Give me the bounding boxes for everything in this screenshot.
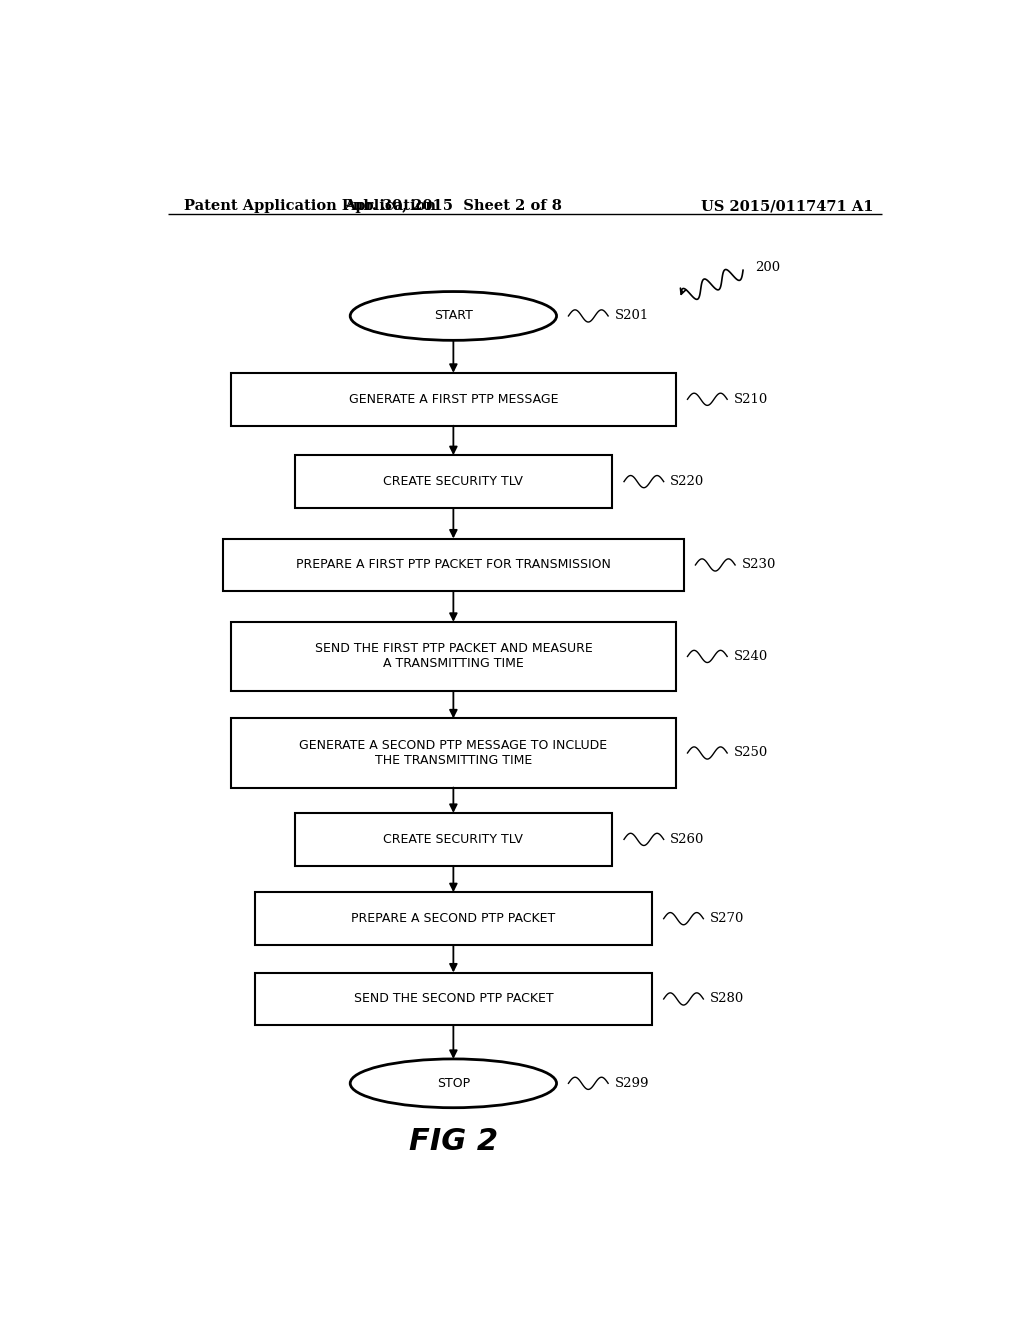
Text: S270: S270 [710,912,744,925]
Text: CREATE SECURITY TLV: CREATE SECURITY TLV [383,833,523,846]
Text: SEND THE FIRST PTP PACKET AND MEASURE
A TRANSMITTING TIME: SEND THE FIRST PTP PACKET AND MEASURE A … [314,643,592,671]
FancyBboxPatch shape [231,718,676,788]
Text: S280: S280 [710,993,744,1006]
FancyBboxPatch shape [255,892,651,945]
Text: GENERATE A SECOND PTP MESSAGE TO INCLUDE
THE TRANSMITTING TIME: GENERATE A SECOND PTP MESSAGE TO INCLUDE… [299,739,607,767]
FancyBboxPatch shape [295,813,612,866]
Text: 200: 200 [755,260,780,273]
Text: PREPARE A FIRST PTP PACKET FOR TRANSMISSION: PREPARE A FIRST PTP PACKET FOR TRANSMISS… [296,558,610,572]
Text: FIG 2: FIG 2 [409,1127,498,1156]
Text: SEND THE SECOND PTP PACKET: SEND THE SECOND PTP PACKET [353,993,553,1006]
Text: CREATE SECURITY TLV: CREATE SECURITY TLV [383,475,523,488]
Ellipse shape [350,1059,557,1107]
Text: S210: S210 [733,393,768,405]
FancyBboxPatch shape [231,372,676,426]
Text: US 2015/0117471 A1: US 2015/0117471 A1 [701,199,873,213]
Text: S220: S220 [670,475,705,488]
Text: S230: S230 [741,558,776,572]
Text: S260: S260 [670,833,705,846]
FancyBboxPatch shape [223,539,684,591]
Text: Patent Application Publication: Patent Application Publication [183,199,435,213]
Text: S201: S201 [614,309,649,322]
Text: S250: S250 [733,747,768,759]
Text: PREPARE A SECOND PTP PACKET: PREPARE A SECOND PTP PACKET [351,912,555,925]
Ellipse shape [350,292,557,341]
Text: GENERATE A FIRST PTP MESSAGE: GENERATE A FIRST PTP MESSAGE [348,393,558,405]
FancyBboxPatch shape [231,622,676,690]
FancyBboxPatch shape [295,455,612,508]
Text: S299: S299 [614,1077,649,1090]
Text: START: START [434,309,473,322]
Text: S240: S240 [733,649,768,663]
FancyBboxPatch shape [255,973,651,1026]
Text: Apr. 30, 2015  Sheet 2 of 8: Apr. 30, 2015 Sheet 2 of 8 [344,199,562,213]
Text: STOP: STOP [437,1077,470,1090]
